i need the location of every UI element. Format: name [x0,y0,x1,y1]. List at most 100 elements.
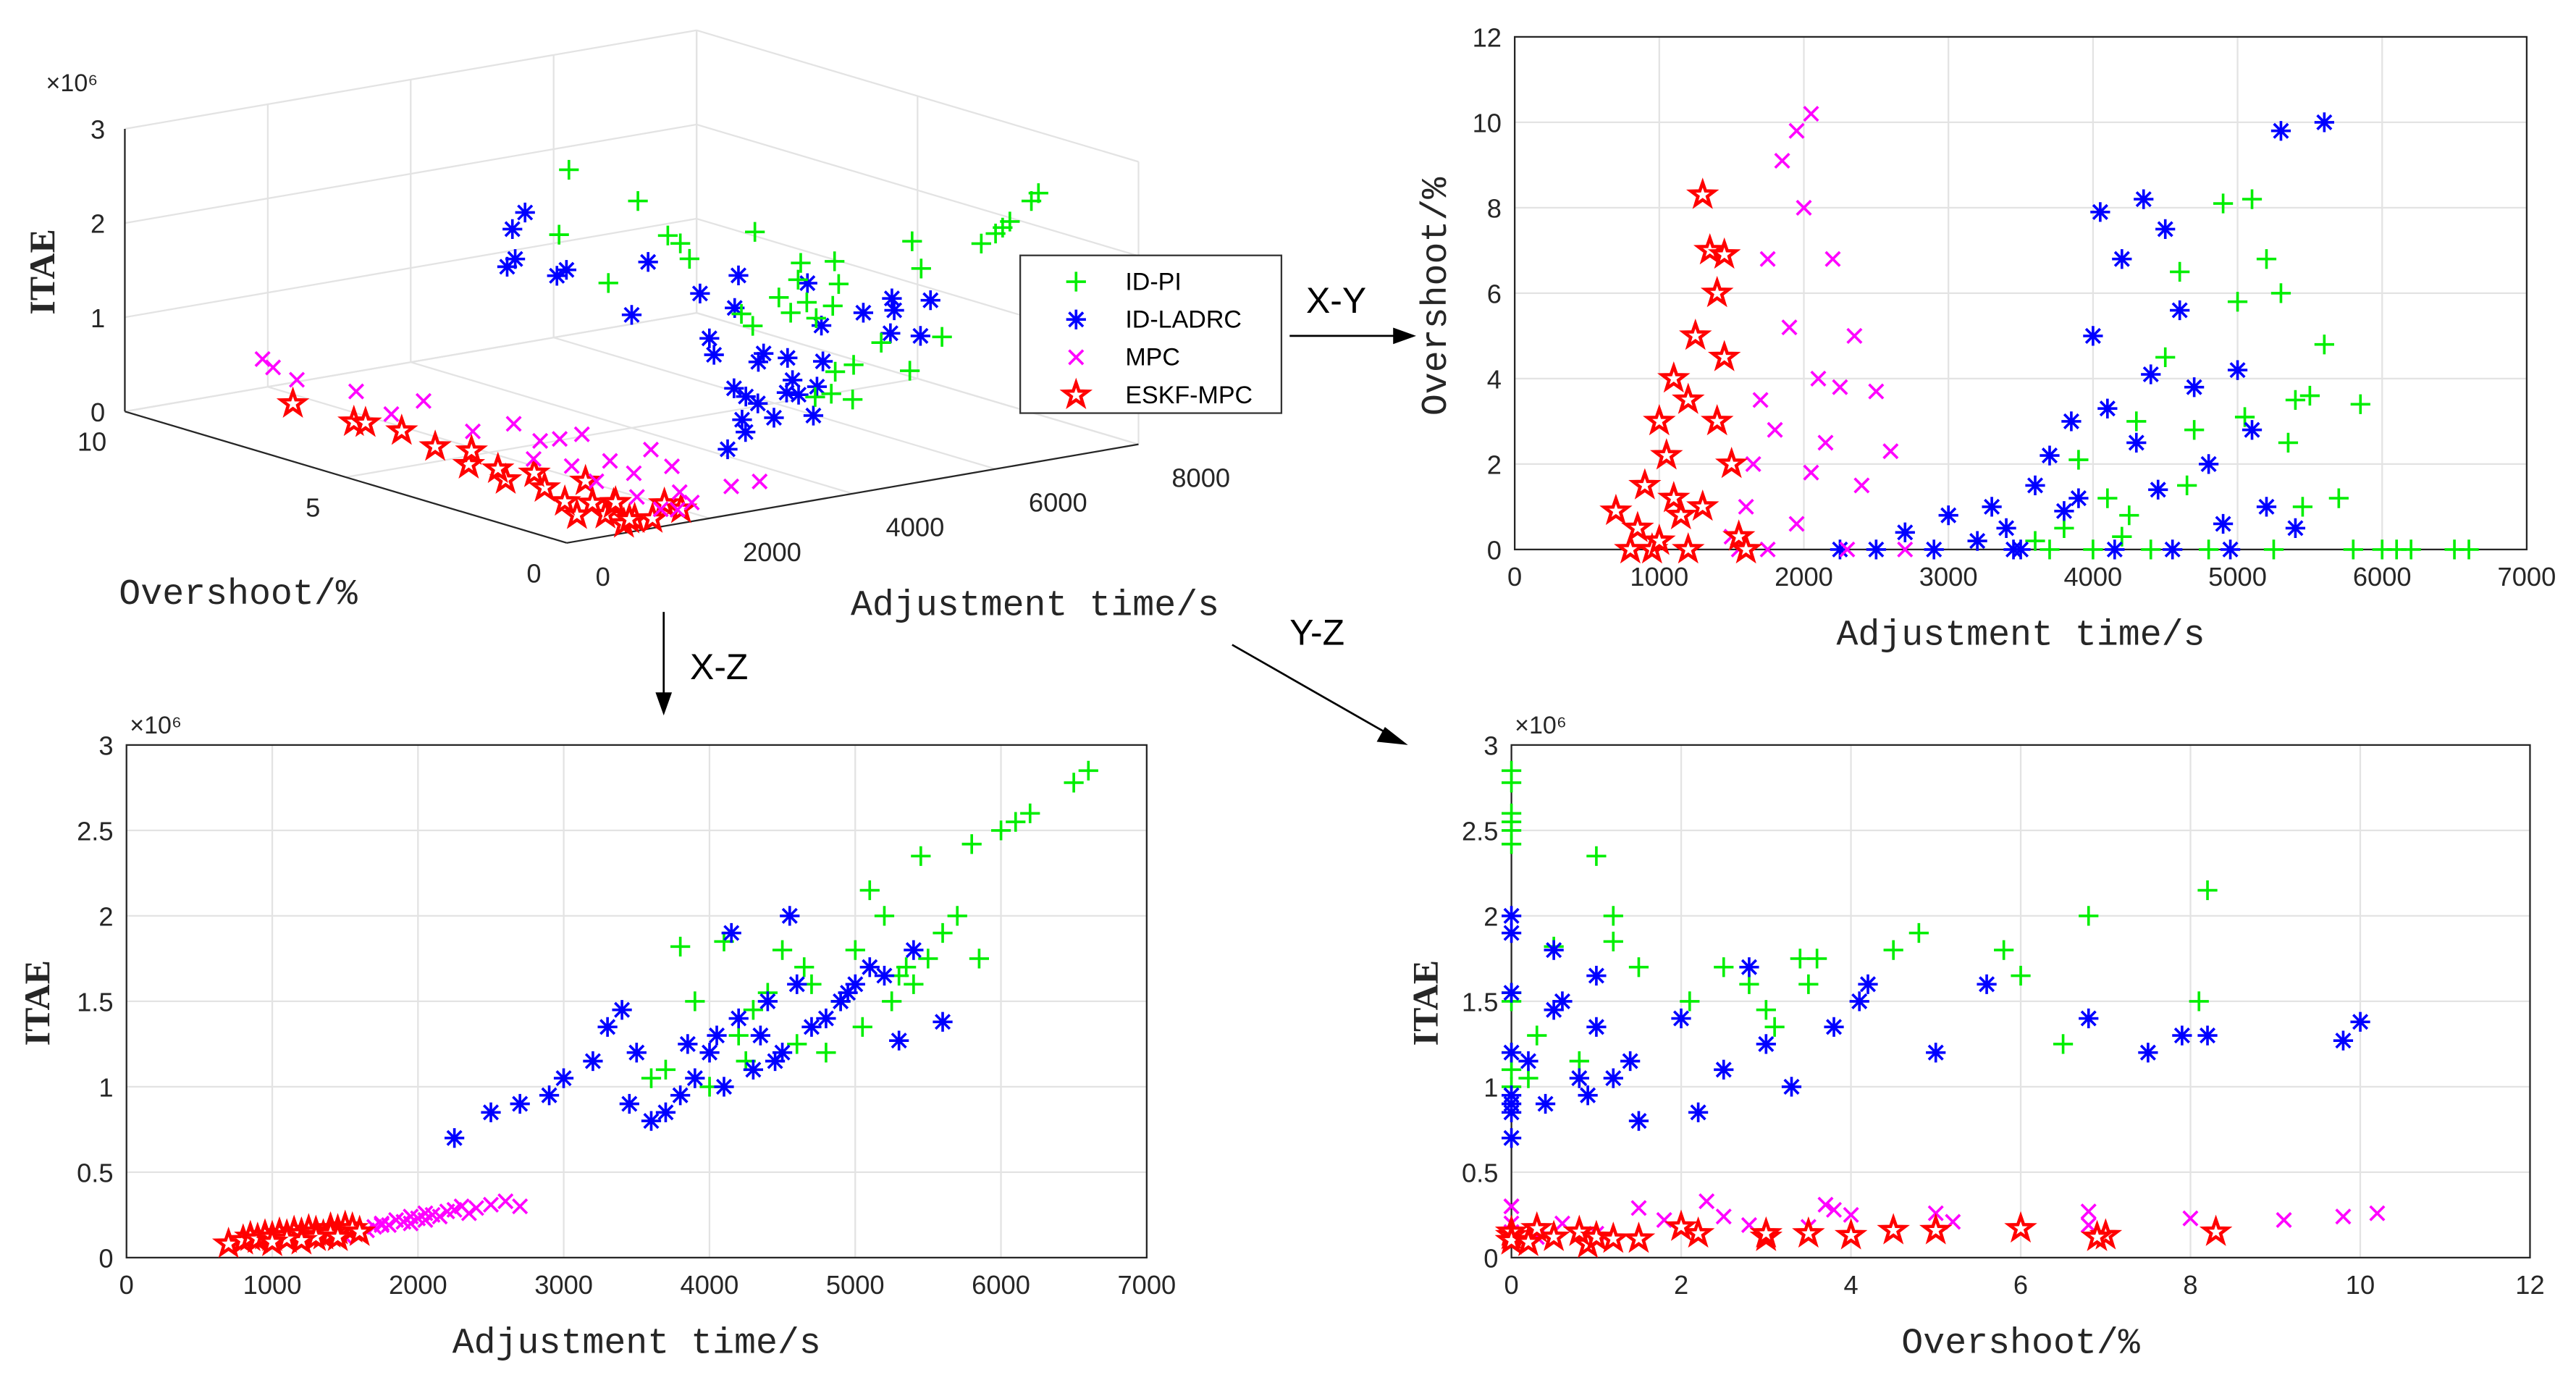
data-point [678,1034,698,1054]
marker-stroke [731,1010,747,1027]
x-tick-label: 0 [119,1270,134,1300]
adjustment-tick-label: 4000 [886,513,945,542]
x-tick-label: 1000 [243,1270,302,1300]
marker-stroke [961,834,982,854]
data-point [628,190,648,211]
x-axis-label: Adjustment time/s [1836,615,2205,656]
data-point [1868,383,1885,400]
data-point [576,485,609,518]
marker-stroke [1546,942,1562,959]
data-point [2004,1211,2037,1243]
data-point [778,348,798,368]
marker-stroke [862,959,878,975]
marker-stroke [1715,1208,1732,1225]
marker-stroke [990,820,1011,841]
marker-stroke [788,976,805,993]
marker-stroke [725,380,742,397]
data-point [497,1193,514,1210]
marker-stroke [1998,520,2015,537]
legend-item: ESKF-MPC [1059,377,1253,409]
data-point [1512,1224,1545,1256]
marker-stroke [2080,1203,2097,1220]
marker-stroke [598,273,618,293]
marker-stroke [1657,481,1691,513]
data-point [2148,479,2168,500]
data-point [2328,488,2349,508]
data-point [2270,283,2291,303]
marker-stroke [2287,520,2304,537]
data-point [787,1034,807,1054]
marker-stroke [806,308,826,329]
marker-stroke [891,1033,907,1049]
data-point [707,1025,727,1046]
data-point [1501,1128,1522,1148]
marker-stroke [1729,531,1763,564]
grid-line [696,123,1139,257]
overshoot-tick-label: 0 [526,558,541,588]
marker-stroke [817,1010,834,1027]
marker-stroke [1503,925,1520,941]
data-point [2369,1205,2386,1221]
marker-stroke [2299,385,2320,406]
marker-stroke [821,384,841,404]
marker-stroke [759,993,776,1009]
marker-stroke [2276,1211,2292,1228]
marker-stroke [733,411,751,428]
marker-stroke [731,303,752,324]
data-point [528,470,561,503]
marker-stroke [1741,959,1757,975]
marker-stroke [1580,1219,1613,1251]
data-point [276,386,310,418]
data-point [510,1093,530,1114]
data-point [714,1077,734,1097]
marker-stroke [755,345,772,362]
data-point [265,359,282,376]
marker-stroke [969,949,990,969]
marker-stroke [1807,949,1827,969]
marker-stroke [321,1219,355,1251]
marker-stroke [2026,477,2044,494]
marker-stroke [1599,493,1633,526]
data-point [902,231,922,251]
data-point [1020,803,1040,823]
marker-stroke [559,159,579,180]
data-point [2025,531,2045,551]
z-tick-label: 1 [91,303,105,333]
adjustment-tick-label: 2000 [743,537,801,567]
x-tick-label: 2000 [389,1270,447,1300]
z-tick-label: 3 [91,115,105,145]
marker-stroke [1798,974,1819,994]
data-point [1788,516,1805,532]
marker-stroke [679,1035,696,1052]
data-point [1781,319,1798,336]
marker-stroke [1825,1019,1843,1035]
data-point [1714,1059,1734,1080]
marker-stroke [1969,533,1986,550]
y-tick-label: 3 [98,731,113,761]
marker-stroke [614,1001,631,1018]
marker-stroke [670,233,691,253]
y-tick-label: 0.5 [77,1159,113,1188]
data-point [2003,539,2024,560]
marker-stroke [2197,880,2218,901]
data-point [2213,193,2234,214]
data-point [559,159,579,180]
y-tick-label: 2.5 [77,817,113,846]
legend-item: MPC [1068,344,1180,371]
marker-stroke [905,942,922,959]
marker-stroke [1643,403,1676,436]
overshoot-axis [125,411,568,544]
data-point [704,345,724,365]
data-point [1000,211,1020,232]
marker-stroke [671,484,688,500]
data-point [1759,541,1776,558]
data-point [2083,539,2103,560]
marker-stroke [1846,327,1863,344]
data-point [671,484,688,500]
marker-stroke [403,1215,419,1232]
data-point [796,293,817,313]
marker-stroke [971,233,991,253]
marker-stroke [507,251,523,267]
marker-stroke [1501,760,1522,781]
marker-stroke [2099,400,2116,417]
